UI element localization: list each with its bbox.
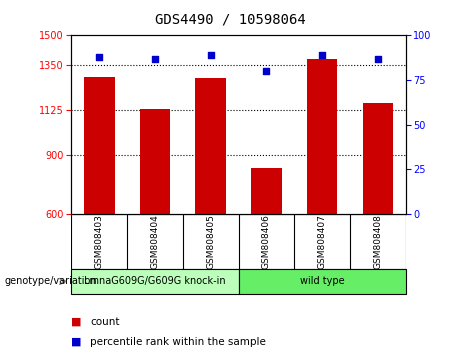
Point — [151, 56, 159, 62]
Text: GSM808407: GSM808407 — [318, 214, 327, 269]
Text: GSM808403: GSM808403 — [95, 214, 104, 269]
Text: GSM808406: GSM808406 — [262, 214, 271, 269]
Text: GSM808405: GSM808405 — [206, 214, 215, 269]
Text: GSM808404: GSM808404 — [150, 214, 160, 269]
Bar — [362, 103, 393, 214]
Point — [95, 54, 103, 60]
Bar — [251, 169, 282, 214]
Bar — [307, 59, 337, 214]
Point — [207, 52, 214, 58]
Text: GSM808408: GSM808408 — [373, 214, 382, 269]
FancyBboxPatch shape — [71, 269, 239, 294]
FancyBboxPatch shape — [239, 269, 406, 294]
Bar — [140, 109, 170, 214]
Text: wild type: wild type — [300, 276, 344, 286]
Text: ■: ■ — [71, 317, 82, 327]
Text: GDS4490 / 10598064: GDS4490 / 10598064 — [155, 12, 306, 27]
Bar — [84, 77, 115, 214]
Text: count: count — [90, 317, 119, 327]
Point — [374, 56, 382, 62]
Text: ■: ■ — [71, 337, 82, 347]
Point — [319, 52, 326, 58]
Text: genotype/variation: genotype/variation — [5, 276, 97, 286]
Point — [263, 68, 270, 74]
Text: LmnaG609G/G609G knock-in: LmnaG609G/G609G knock-in — [84, 276, 226, 286]
Text: percentile rank within the sample: percentile rank within the sample — [90, 337, 266, 347]
Bar — [195, 78, 226, 214]
